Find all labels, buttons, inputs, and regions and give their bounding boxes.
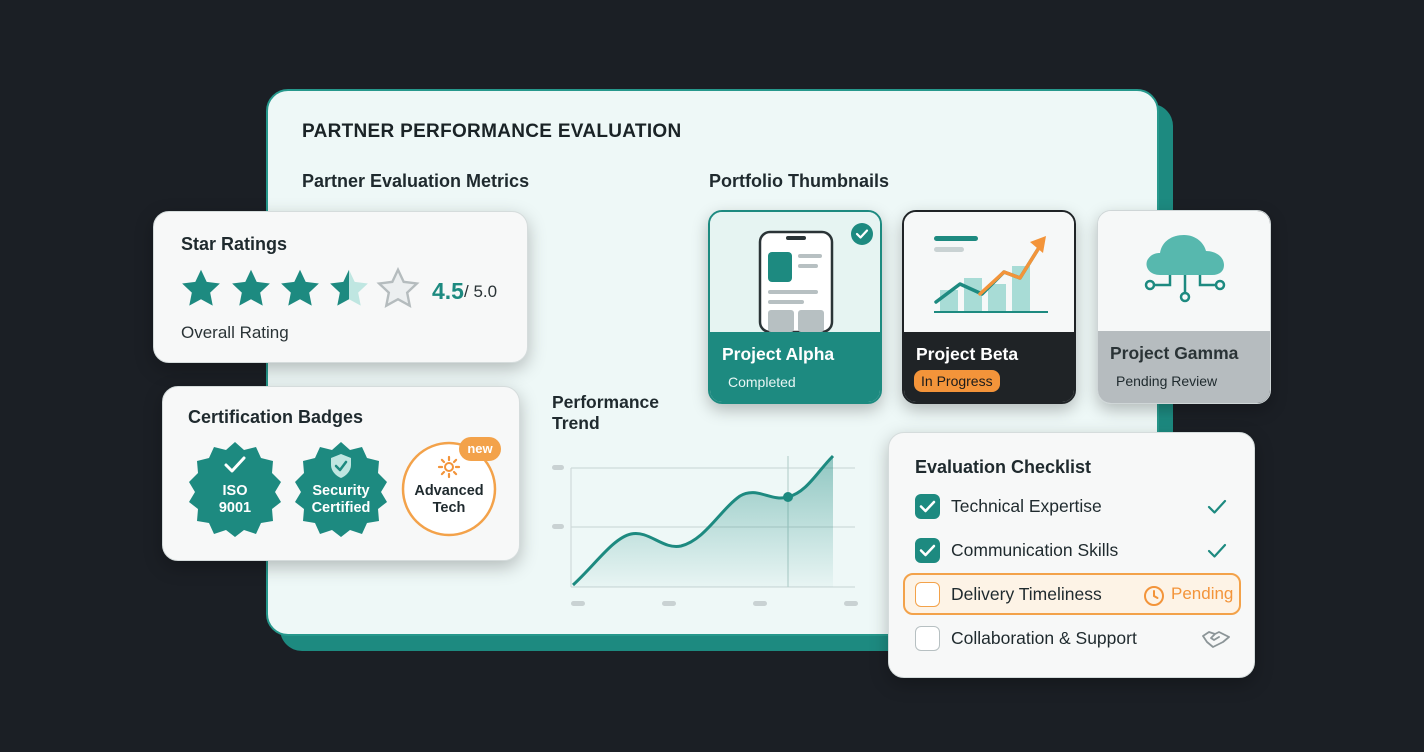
seal-icon	[189, 442, 281, 537]
trend-marker[interactable]	[783, 492, 793, 502]
portfolio-section-label: Portfolio Thumbnails	[709, 171, 889, 191]
mobile-app-icon	[758, 230, 834, 332]
project-alpha-footer: Project Alpha Completed	[710, 332, 880, 402]
certification-badges-title: Certification Badges	[188, 407, 364, 427]
checkbox-checked[interactable]	[915, 494, 940, 519]
growth-chart-icon	[934, 236, 1048, 313]
star-half-icon	[330, 269, 368, 306]
checkbox-unchecked[interactable]	[915, 626, 940, 651]
evaluation-checklist-card: Evaluation Checklist Technical Expertise…	[888, 432, 1255, 678]
star-ratings-title: Star Ratings	[181, 234, 288, 254]
tick-placeholder	[552, 524, 564, 529]
checklist-label: Delivery Timeliness	[951, 584, 1102, 604]
star-full-icon	[281, 269, 319, 306]
gear-icon	[437, 455, 461, 479]
portfolio-card-gamma[interactable]: Project Gamma Pending Review	[1097, 210, 1271, 404]
rating-max: / 5.0	[464, 282, 498, 301]
clock-icon	[1144, 586, 1164, 606]
performance-trend-title: Performance Trend	[552, 392, 659, 434]
project-status: Pending Review	[1116, 373, 1218, 389]
checkmark-icon	[919, 500, 936, 513]
project-gamma-thumbnail	[1098, 211, 1270, 331]
project-name: Project Beta	[916, 344, 1019, 364]
star-full-icon	[232, 269, 270, 306]
rating-value: 4.5	[432, 278, 464, 304]
checklist-label: Communication Skills	[951, 540, 1119, 560]
star-full-icon	[182, 269, 220, 306]
project-status: Completed	[728, 374, 796, 390]
badge-line1: Advanced	[414, 483, 484, 499]
star-empty-icon	[376, 267, 420, 308]
badge-line2: 9001	[218, 500, 252, 516]
project-gamma-footer: Project Gamma Pending Review	[1098, 331, 1270, 403]
trend-area	[573, 456, 833, 587]
badge-advanced-tech[interactable]: Advanced Tech	[399, 439, 499, 539]
checklist-title: Evaluation Checklist	[915, 457, 1092, 477]
trend-line	[571, 454, 835, 587]
certification-badges-card: Certification Badges ISO 9001 Security C…	[162, 386, 520, 561]
trend-title-line2: Trend	[552, 413, 600, 433]
performance-trend-chart	[552, 454, 858, 606]
badge-iso-9001[interactable]: ISO 9001	[185, 439, 285, 539]
tick-placeholder	[571, 601, 585, 606]
project-status-pill: In Progress	[914, 370, 1000, 392]
ring-icon	[401, 441, 497, 537]
cloud-network-icon	[1144, 235, 1226, 303]
checklist-label: Technical Expertise	[951, 496, 1102, 516]
tick-placeholder	[662, 601, 676, 606]
checklist-item-delivery-timeliness[interactable]: Delivery Timeliness Pending	[913, 579, 1239, 611]
project-name: Project Alpha	[722, 344, 835, 364]
checkmark-icon	[919, 544, 936, 557]
checkbox-unchecked[interactable]	[915, 582, 940, 607]
badge-security-certified[interactable]: Security Certified	[291, 439, 391, 539]
checklist-label: Collaboration & Support	[951, 628, 1137, 648]
portfolio-card-beta[interactable]: Project Beta In Progress	[902, 210, 1076, 404]
badge-line1: Security	[312, 483, 370, 499]
pending-highlight	[903, 573, 1241, 615]
metrics-section-label: Partner Evaluation Metrics	[302, 171, 530, 191]
checklist-item-technical-expertise[interactable]: Technical Expertise	[913, 491, 1239, 523]
badge-line2: Certified	[311, 500, 371, 516]
checkbox-checked[interactable]	[915, 538, 940, 563]
page-title: PARTNER PERFORMANCE EVALUATION	[302, 121, 682, 142]
checkmark-icon	[224, 456, 246, 473]
project-alpha-thumbnail	[710, 212, 880, 332]
project-beta-thumbnail	[904, 212, 1074, 332]
badge-line1: ISO	[222, 483, 248, 499]
portfolio-card-alpha[interactable]: Project Alpha Completed	[708, 210, 882, 404]
tick-placeholder	[753, 601, 767, 606]
handshake-icon	[1202, 631, 1230, 648]
trend-title-line1: Performance	[552, 392, 659, 412]
checklist-item-collaboration-support[interactable]: Collaboration & Support	[913, 623, 1239, 655]
tick-placeholder	[844, 601, 858, 606]
project-name: Project Gamma	[1110, 343, 1239, 363]
pending-status: Pending	[1171, 584, 1234, 603]
badge-line2: Tech	[432, 500, 466, 516]
checklist-item-communication-skills[interactable]: Communication Skills	[913, 535, 1239, 567]
project-beta-footer: Project Beta In Progress	[904, 332, 1074, 402]
checkmark-icon	[1207, 499, 1227, 514]
star-ratings-card: Star Ratings 4.5 / 5.0 Overall Rating	[153, 211, 528, 363]
check-circle-icon	[851, 223, 873, 245]
shield-check-icon	[331, 454, 351, 478]
rating-caption: Overall Rating	[181, 323, 289, 342]
seal-icon	[295, 442, 387, 537]
tick-placeholder	[552, 465, 564, 470]
checkmark-icon	[1207, 543, 1227, 558]
new-tag: new	[459, 437, 501, 461]
